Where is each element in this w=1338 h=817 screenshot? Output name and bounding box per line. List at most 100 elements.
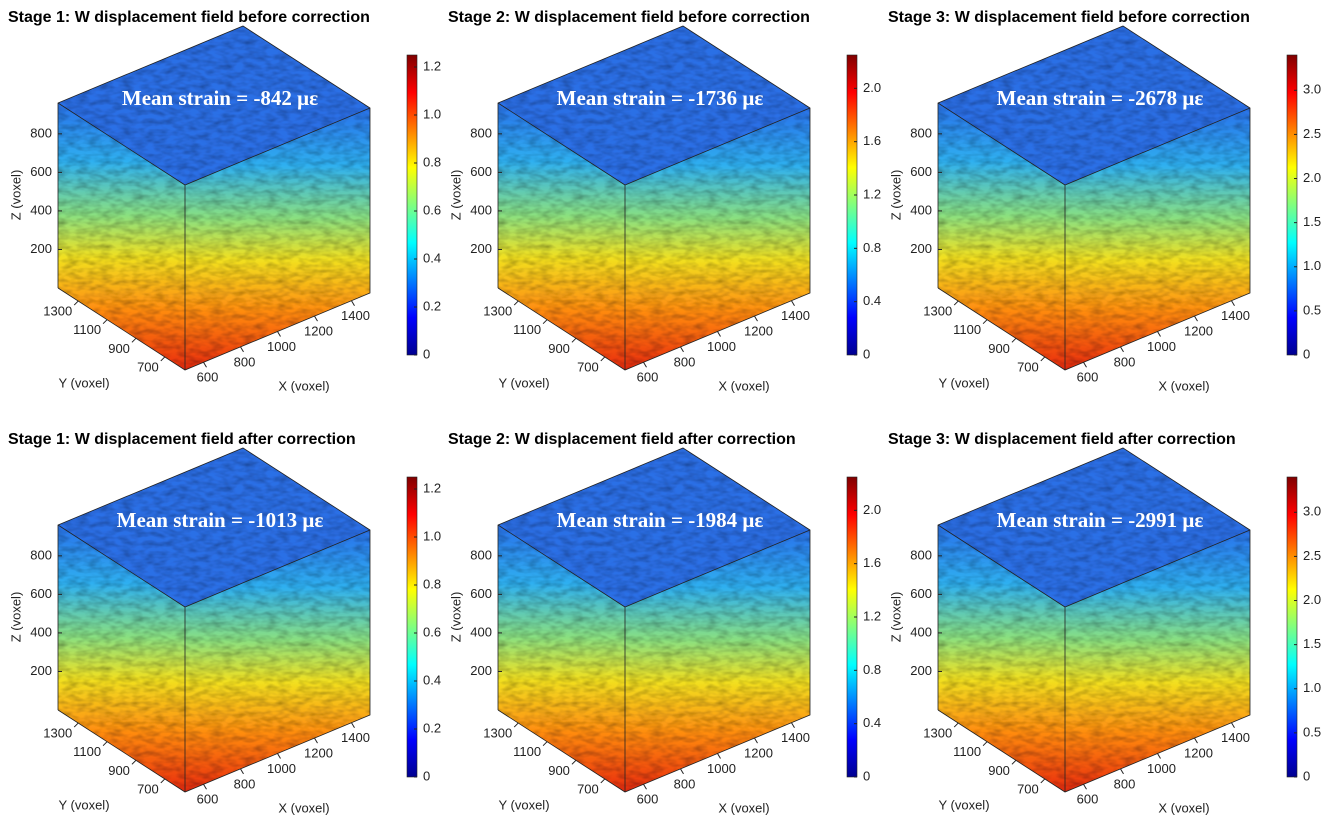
x-axis-label: X (voxel): [718, 800, 769, 815]
y-tick: [102, 741, 108, 747]
x-tick: [1083, 362, 1087, 368]
x-tick-label: 1200: [1184, 324, 1213, 339]
x-tick-label: 600: [1077, 370, 1099, 385]
panel-title: Stage 1: W displacement field after corr…: [8, 431, 356, 448]
colorbar-tick-label: 0.8: [423, 154, 441, 169]
x-tick: [277, 753, 281, 759]
panel-title: Stage 1: W displacement field before cor…: [8, 9, 370, 26]
x-tick-label: 800: [234, 776, 256, 791]
colorbar-tick-label: 3.0: [1303, 82, 1321, 97]
y-axis-label: Y (voxel): [498, 375, 549, 390]
y-tick: [600, 356, 606, 362]
z-tick-label: 200: [30, 663, 52, 678]
cube-left-face: [58, 525, 185, 792]
colorbar: [846, 476, 858, 778]
x-tick: [1194, 737, 1198, 744]
annotation: Mean strain = -2991 με: [997, 508, 1204, 532]
x-tick: [1120, 768, 1124, 775]
y-tick-label: 1100: [73, 322, 101, 337]
panel-title: Stage 3: W displacement field after corr…: [888, 431, 1236, 448]
y-tick: [131, 337, 137, 343]
y-tick: [513, 722, 519, 728]
y-tick-label: 900: [988, 341, 1010, 356]
z-tick-label: 400: [910, 202, 932, 217]
z-tick-label: 600: [30, 164, 52, 179]
cube-top-face: [58, 448, 370, 607]
x-tick-label: 1200: [744, 324, 773, 339]
colorbar-tick-label: 0.8: [423, 576, 441, 591]
x-tick-label: 1000: [267, 339, 296, 354]
colorbar-tick-label: 0.6: [423, 624, 441, 639]
x-tick-label: 1200: [744, 746, 773, 761]
x-tick-label: 800: [1114, 776, 1136, 791]
x-tick-label: 600: [637, 792, 659, 807]
colorbar-tick-label: 1.2: [863, 608, 881, 623]
colorbar-tick-label: 2.0: [1303, 170, 1321, 185]
colorbar-tick-label: 0.4: [863, 293, 881, 308]
cube-right-face: [625, 108, 810, 370]
z-tick-label: 600: [30, 586, 52, 601]
y-tick-label: 700: [137, 359, 159, 374]
y-tick: [982, 319, 988, 325]
x-axis-label: X (voxel): [278, 800, 329, 815]
y-tick-label: 1300: [43, 303, 72, 318]
panel: Stage 1: W displacement field before cor…: [8, 9, 441, 393]
x-tick-label: 1400: [1221, 308, 1250, 323]
x-tick: [680, 346, 684, 353]
z-tick-label: 400: [30, 624, 52, 639]
y-tick: [73, 722, 79, 728]
y-tick-label: 900: [988, 763, 1010, 778]
colorbar-tick-label: 0: [863, 768, 870, 783]
colorbar-tick-label: 0.5: [1303, 302, 1321, 317]
colorbar-tick-label: 1.0: [1303, 258, 1321, 273]
x-tick: [1194, 315, 1198, 322]
y-tick: [131, 759, 137, 765]
colorbar: [406, 54, 418, 356]
colorbar: [846, 54, 858, 356]
z-axis-label: Z (voxel): [888, 170, 903, 221]
x-tick-label: 1000: [707, 761, 736, 776]
y-tick-label: 700: [577, 359, 599, 374]
x-tick: [754, 315, 758, 322]
y-tick-label: 1300: [43, 725, 72, 740]
z-tick-label: 800: [30, 125, 52, 140]
z-axis-label: Z (voxel): [8, 592, 23, 643]
x-axis-label: X (voxel): [1158, 800, 1209, 815]
colorbar-tick-label: 1.0: [423, 528, 441, 543]
y-tick: [513, 300, 519, 306]
z-tick-label: 400: [910, 624, 932, 639]
x-tick: [1231, 722, 1235, 728]
x-tick: [314, 315, 318, 322]
x-tick: [351, 722, 355, 728]
x-tick: [1083, 784, 1087, 790]
cube-top-face: [498, 26, 810, 185]
z-tick-label: 800: [910, 547, 932, 562]
colorbar-tick-label: 1.2: [423, 58, 441, 73]
x-tick-label: 1000: [1147, 339, 1176, 354]
cube-right-face: [1065, 530, 1250, 792]
z-tick-label: 800: [910, 125, 932, 140]
x-tick-label: 1400: [781, 308, 810, 323]
cube-left-face: [58, 103, 185, 370]
colorbar-tick-label: 0.4: [423, 250, 441, 265]
colorbar-tick-label: 0: [423, 768, 430, 783]
colorbar-tick-label: 1.0: [1303, 680, 1321, 695]
y-tick: [571, 759, 577, 765]
y-tick: [160, 778, 166, 784]
y-tick-label: 1100: [513, 322, 541, 337]
colorbar-tick-label: 3.0: [1303, 504, 1321, 519]
colorbar-tick-label: 1.6: [863, 133, 881, 148]
z-axis-label: Z (voxel): [448, 592, 463, 643]
colorbar-tick-label: 0: [1303, 768, 1310, 783]
z-tick-label: 600: [470, 586, 492, 601]
z-tick-label: 600: [470, 164, 492, 179]
x-axis-label: X (voxel): [278, 378, 329, 393]
annotation: Mean strain = -2678 με: [997, 86, 1204, 110]
x-tick-label: 1000: [1147, 761, 1176, 776]
annotation: Mean strain = -1013 με: [117, 508, 324, 532]
annotation: Mean strain = -1736 με: [557, 86, 764, 110]
y-tick-label: 1300: [483, 725, 512, 740]
z-tick-label: 200: [910, 241, 932, 256]
z-tick-label: 200: [470, 241, 492, 256]
x-tick-label: 600: [197, 792, 219, 807]
